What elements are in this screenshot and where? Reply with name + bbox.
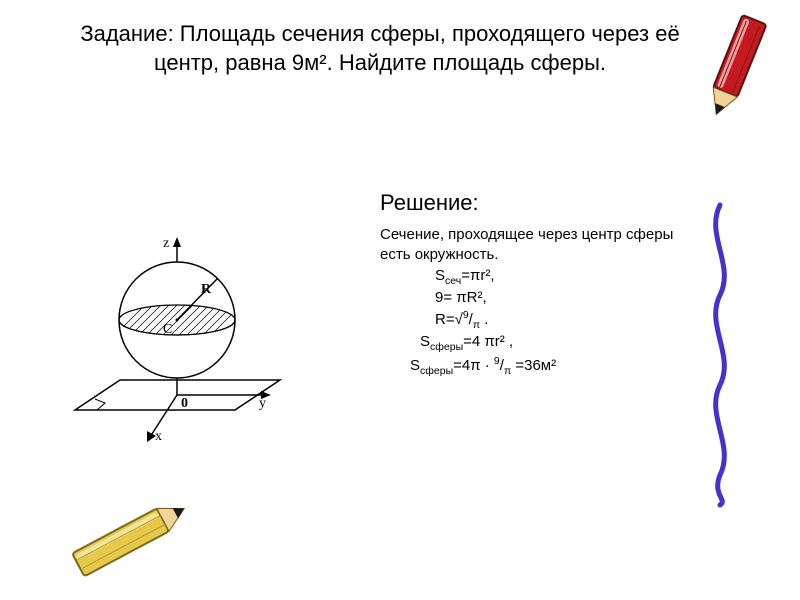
label-C: C xyxy=(163,322,172,337)
label-z: z xyxy=(163,236,169,251)
solution-eq-4: Sсферы=4 πr² , xyxy=(380,332,700,354)
pencil-icon xyxy=(690,8,780,133)
solution-body: Сечение, проходящее через центр сферы ес… xyxy=(380,225,700,378)
rest: =4 πr² , xyxy=(463,333,513,350)
wave-icon xyxy=(700,200,740,515)
sym: S xyxy=(420,333,430,350)
sphere-diagram: z y x R C 0 xyxy=(55,225,315,460)
sub: сеч xyxy=(445,275,461,287)
post: . xyxy=(480,311,488,328)
sub: сферы xyxy=(430,341,463,353)
solution-heading: Решение: xyxy=(380,190,479,216)
rest: =πr², xyxy=(461,267,494,284)
den: π xyxy=(473,319,480,331)
angle-mark xyxy=(95,399,105,410)
solution-eq-1: Sсеч=πr², xyxy=(380,266,700,288)
solution-eq-2: 9= πR², xyxy=(380,288,700,308)
sub: сферы xyxy=(420,365,453,377)
post: =36м² xyxy=(511,357,556,374)
label-O: 0 xyxy=(181,396,188,411)
pencil-icon xyxy=(50,495,200,590)
sym: S xyxy=(435,267,445,284)
solution-eq-5: Sсферы=4π · 9/π =36м² xyxy=(380,354,700,378)
pre: R=√ xyxy=(435,311,463,328)
label-R: R xyxy=(201,282,212,297)
label-x: x xyxy=(155,429,162,444)
solution-line-1: Сечение, проходящее через центр сферы ес… xyxy=(380,225,700,266)
pre: =4π · xyxy=(453,357,494,374)
problem-title: Задание: Площадь сечения сферы, проходящ… xyxy=(0,0,800,87)
solution-eq-3: R=√9/π . xyxy=(380,308,700,332)
center-dot xyxy=(176,319,179,322)
wave-path xyxy=(716,205,725,505)
text: Сечение, проходящее через центр сферы ес… xyxy=(380,226,673,263)
z-arrow xyxy=(173,237,181,247)
sym: S xyxy=(410,357,420,374)
label-y: y xyxy=(259,396,266,411)
